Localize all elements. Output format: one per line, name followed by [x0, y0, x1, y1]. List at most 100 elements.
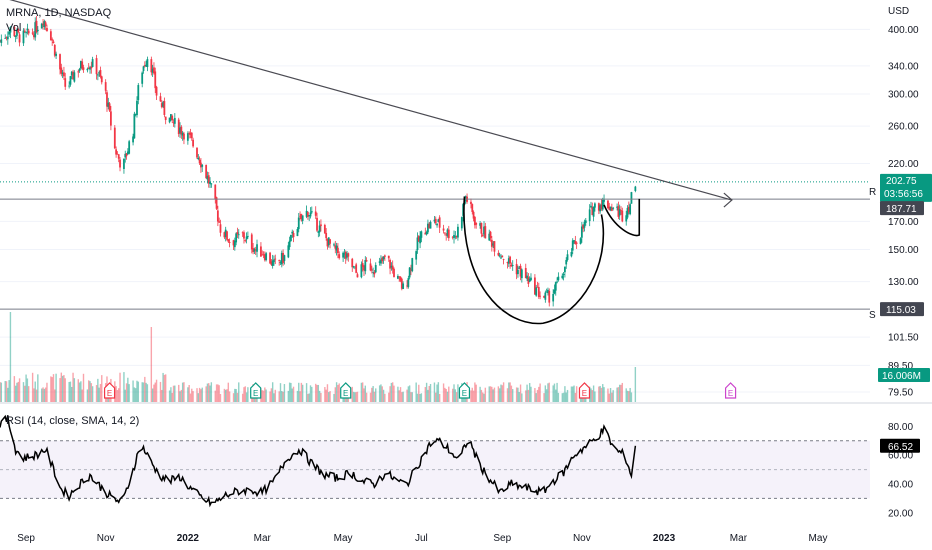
volume-bar: [512, 389, 514, 402]
volume-bar: [536, 389, 539, 402]
candle-body: [134, 114, 137, 116]
earnings-marker[interactable]: E: [250, 382, 262, 399]
candle-body: [570, 252, 573, 257]
candle-body: [196, 147, 198, 158]
candle-body: [501, 255, 504, 258]
candle-body: [115, 149, 118, 155]
volume-bar: [262, 390, 265, 402]
volume-bar: [183, 382, 185, 402]
volume-bar: [283, 384, 286, 402]
candle-body: [479, 223, 482, 226]
volume-bar: [291, 388, 293, 402]
volume-bar: [88, 380, 90, 402]
volume-bar: [364, 385, 366, 402]
candle-body: [612, 207, 615, 209]
volume-bar: [292, 386, 295, 402]
cup-drawing[interactable]: [463, 196, 605, 325]
volume-bar: [555, 389, 557, 402]
symbol-legend[interactable]: MRNA, 1D, NASDAQ: [6, 7, 112, 19]
volume-bar: [611, 392, 613, 402]
candle-body: [279, 262, 282, 263]
volume-bar: [418, 384, 420, 402]
countdown-value: 03:56:56: [884, 189, 923, 200]
volume-bar: [146, 384, 149, 402]
volume-bar: [307, 393, 309, 402]
candle-body: [419, 236, 421, 244]
candle-body: [374, 265, 377, 273]
candle-body: [630, 192, 633, 204]
price-tick-label: 340.00: [888, 61, 919, 72]
candle-body: [143, 65, 146, 67]
volume-bar: [210, 382, 213, 402]
candle-body: [90, 66, 93, 69]
candle-body: [583, 221, 586, 228]
candle-body: [428, 223, 431, 229]
candle-body: [455, 235, 458, 237]
earnings-marker[interactable]: E: [340, 382, 352, 399]
candle-body: [446, 229, 449, 236]
candle-body: [391, 265, 394, 270]
volume-bar: [80, 381, 82, 402]
volume-bar: [17, 381, 19, 402]
volume-bar: [318, 390, 321, 402]
rsi-tick-label: 80.00: [888, 422, 913, 433]
volume-bar: [393, 385, 395, 402]
candle-body: [502, 259, 505, 260]
candle-body: [433, 219, 436, 222]
candle-body: [243, 232, 245, 239]
volume-bar: [241, 393, 244, 402]
candle-body: [437, 219, 440, 223]
volume-bar: [334, 387, 336, 402]
price-tick-label: 150.00: [888, 245, 919, 256]
volume-bar: [391, 382, 394, 402]
volume-bar: [592, 385, 595, 402]
earnings-marker[interactable]: E: [578, 382, 591, 399]
support-value: 115.03: [886, 305, 916, 316]
candle-body: [571, 240, 574, 251]
earnings-marker[interactable]: E: [458, 382, 471, 399]
volume-bar: [628, 391, 630, 402]
earnings-marker[interactable]: E: [724, 382, 737, 399]
volume-bar: [123, 372, 125, 402]
candle-body: [618, 209, 621, 216]
candle-body: [498, 255, 501, 257]
volume-bar: [63, 375, 65, 402]
volume-bar: [448, 386, 450, 402]
candle-body: [216, 210, 219, 222]
volume-bar: [573, 385, 575, 402]
candle-body: [162, 102, 164, 107]
candle-body: [425, 232, 428, 235]
trendline[interactable]: [0, 0, 733, 201]
candle-body: [537, 287, 540, 297]
volume-bar: [502, 382, 505, 402]
volume-bar: [471, 387, 473, 402]
volume-bar: [598, 386, 600, 402]
volume-bar: [535, 393, 537, 402]
candle-body: [457, 226, 459, 238]
volume-bar: [137, 381, 139, 402]
volume-bar: [406, 389, 408, 402]
volume-bar: [22, 382, 25, 402]
candle-body: [547, 289, 549, 294]
volume-bar: [525, 390, 527, 402]
volume-bar: [189, 393, 192, 402]
candle-body: [260, 246, 262, 257]
handle-drawing[interactable]: [603, 198, 641, 237]
volume-bar: [454, 389, 457, 402]
volume-bar: [244, 386, 246, 402]
volume-bar: [369, 392, 372, 402]
candle-body: [123, 158, 125, 169]
candle-body: [397, 275, 399, 279]
candle-body: [263, 254, 266, 261]
candle-body: [447, 229, 450, 239]
volume-bar: [429, 383, 432, 402]
earnings-marker[interactable]: E: [103, 382, 116, 399]
candle-body: [528, 278, 531, 282]
candle-body: [170, 114, 172, 120]
volume-bar: [564, 386, 566, 402]
volume-bar: [326, 384, 329, 402]
volume-bar: [408, 385, 411, 402]
rsi-legend[interactable]: RSI (14, close, SMA, 14, 2): [6, 415, 139, 427]
volume-bar: [320, 392, 322, 402]
